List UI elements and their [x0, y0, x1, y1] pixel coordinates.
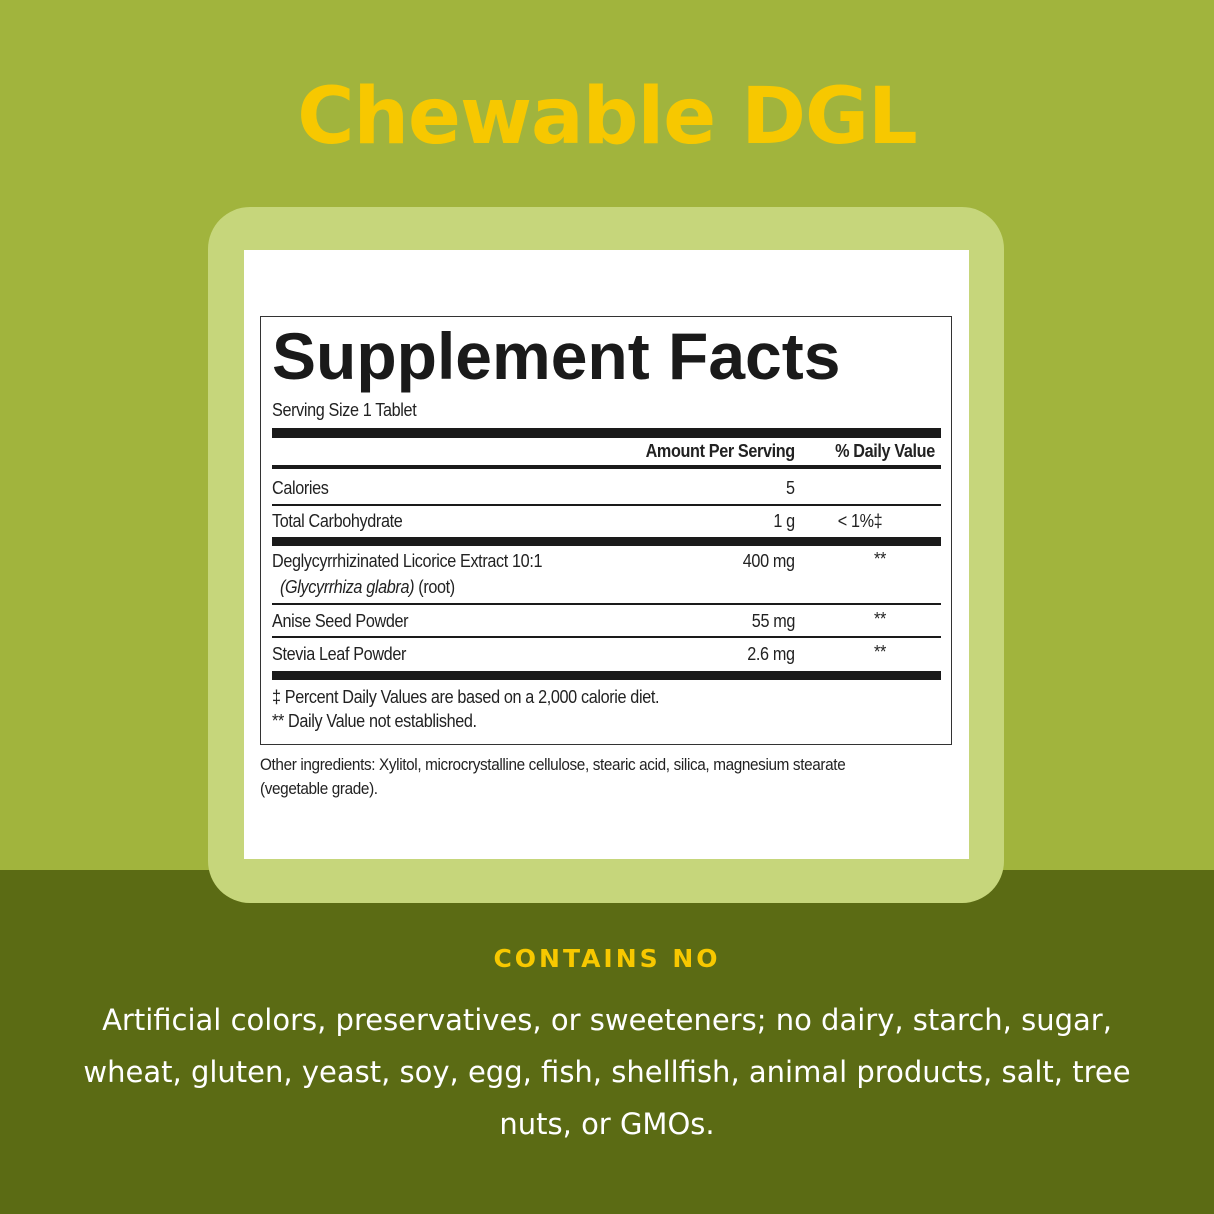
row-dv: ** — [874, 549, 886, 569]
footnote-not-established: ** Daily Value not established. — [272, 711, 477, 731]
plant-part: (root) — [414, 577, 455, 597]
footnote-dv: ‡ Percent Daily Values are based on a 2,… — [272, 687, 660, 707]
row-amount: 400 mg — [743, 551, 795, 571]
botanical-name: (Glycyrrhiza glabra) — [280, 577, 415, 597]
contains-no-text: Artificial colors, preservatives, or swe… — [83, 1003, 1131, 1141]
product-title: Chewable DGL — [297, 72, 917, 162]
col-amount-header: Amount Per Serving — [645, 441, 796, 461]
other-ingredients-cont: (vegetable grade). — [260, 779, 378, 798]
row-subname: (Glycyrrhiza glabra) (root) — [280, 577, 455, 598]
row-name: Deglycyrrhizinated Licorice Extract 10:1 — [272, 551, 543, 571]
row-dv: ** — [874, 642, 886, 662]
row-dv: ** — [874, 609, 886, 629]
col-dv-header: % Daily Value — [835, 441, 935, 461]
row-amount: 1 g — [773, 511, 796, 531]
row-amount: 5 — [786, 478, 795, 498]
row-name: Total Carbohydrate — [272, 511, 403, 531]
divider-thick — [272, 428, 941, 438]
divider-thick — [272, 537, 941, 546]
row-name: Calories — [272, 478, 329, 498]
row-amount: 2.6 mg — [747, 644, 796, 664]
row-amount: 55 mg — [751, 611, 796, 631]
divider-thick — [272, 671, 941, 680]
label-panel — [244, 250, 969, 859]
divider — [272, 465, 941, 469]
supplement-facts-heading: Supplement Facts — [272, 319, 841, 393]
divider — [272, 603, 941, 605]
contains-no-heading: CONTAINS NO — [493, 944, 721, 973]
row-dv: < 1%‡ — [837, 511, 883, 531]
row-name: Stevia Leaf Powder — [272, 644, 407, 664]
serving-size: Serving Size 1 Tablet — [272, 400, 417, 420]
row-name: Anise Seed Powder — [272, 611, 409, 631]
divider — [272, 504, 941, 506]
divider — [272, 636, 941, 638]
bottom-background — [0, 870, 1214, 1214]
supplement-facts-box — [260, 316, 952, 745]
other-ingredients: Other ingredients: Xylitol, microcrystal… — [260, 755, 846, 774]
